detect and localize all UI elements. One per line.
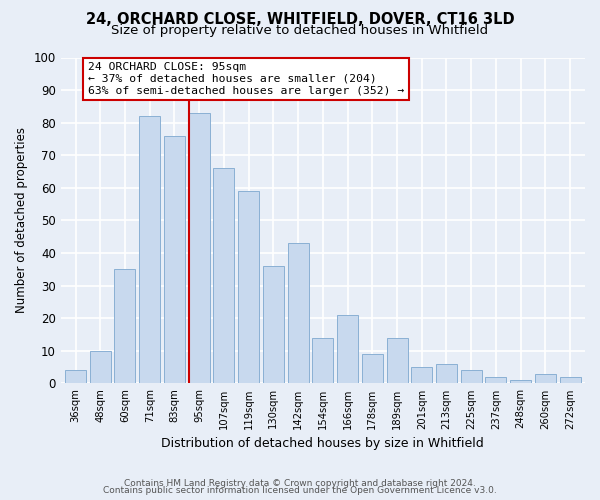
Bar (263, 266, 284, 384)
Bar (535, 374, 556, 384)
Bar (362, 354, 383, 384)
Bar (411, 367, 432, 384)
Text: 24 ORCHARD CLOSE: 95sqm
← 37% of detached houses are smaller (204)
63% of semi-d: 24 ORCHARD CLOSE: 95sqm ← 37% of detache… (88, 62, 404, 96)
Y-axis label: Number of detached properties: Number of detached properties (15, 128, 28, 314)
Bar (164, 136, 185, 384)
Bar (90, 351, 111, 384)
Bar (214, 168, 235, 384)
Bar (139, 116, 160, 384)
Bar (287, 244, 308, 384)
Bar (115, 270, 136, 384)
Bar (65, 370, 86, 384)
X-axis label: Distribution of detached houses by size in Whitfield: Distribution of detached houses by size … (161, 437, 484, 450)
Bar (386, 338, 407, 384)
Bar (510, 380, 531, 384)
Text: Size of property relative to detached houses in Whitfield: Size of property relative to detached ho… (112, 24, 488, 37)
Text: Contains public sector information licensed under the Open Government Licence v3: Contains public sector information licen… (103, 486, 497, 495)
Text: 24, ORCHARD CLOSE, WHITFIELD, DOVER, CT16 3LD: 24, ORCHARD CLOSE, WHITFIELD, DOVER, CT1… (86, 12, 514, 28)
Bar (188, 113, 209, 384)
Bar (313, 338, 334, 384)
Bar (337, 315, 358, 384)
Bar (560, 377, 581, 384)
Bar (461, 370, 482, 384)
Bar (436, 364, 457, 384)
Text: Contains HM Land Registry data © Crown copyright and database right 2024.: Contains HM Land Registry data © Crown c… (124, 478, 476, 488)
Bar (238, 191, 259, 384)
Bar (485, 377, 506, 384)
